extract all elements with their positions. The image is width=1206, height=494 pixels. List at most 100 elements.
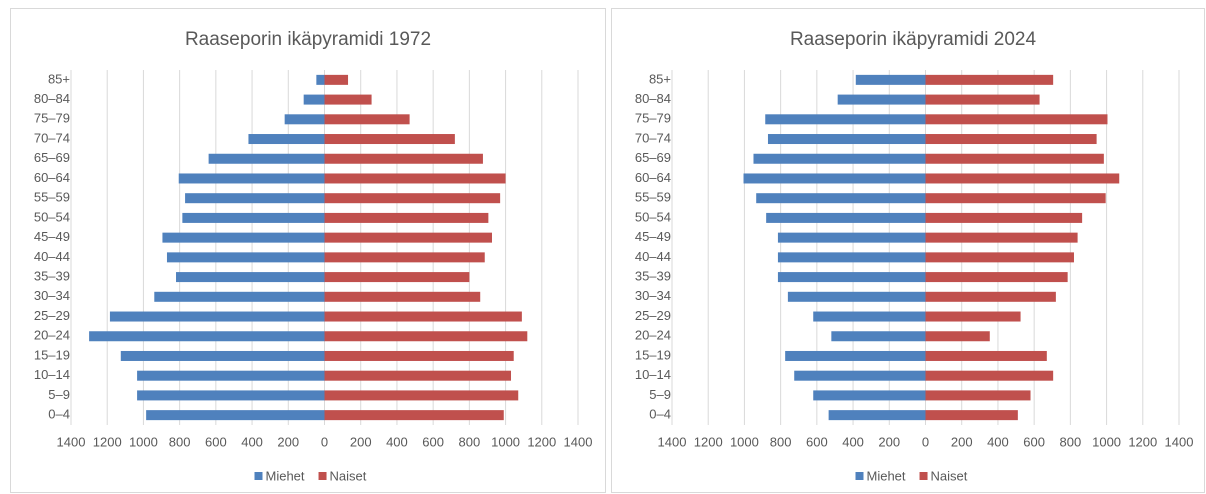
bar [324,252,485,263]
y-tick-label: 15–19 [635,347,671,362]
bar [767,134,926,145]
y-tick-label: 50–54 [34,209,70,224]
bar [176,272,325,283]
bar [925,193,1106,204]
bar [162,232,325,243]
bar [925,291,1056,302]
x-tick-label: 600 [205,434,227,449]
legend-label: Naiset [931,468,968,483]
x-tick-label: 1000 [730,434,759,449]
bar [324,193,501,204]
y-tick-label: 85+ [649,71,671,86]
x-tick-label: 1000 [1092,434,1121,449]
bar [324,291,481,302]
bar [324,232,492,243]
x-tick-label: 1400 [564,434,593,449]
bar [324,114,410,125]
bar [284,114,325,125]
y-tick-label: 40–44 [34,249,70,264]
bar [324,272,470,283]
bar [925,212,1083,223]
y-tick-label: 55–59 [34,190,70,205]
bar [324,350,514,361]
bar [925,74,1054,85]
x-tick-label: 800 [1060,434,1082,449]
bar [925,350,1047,361]
bar [787,291,926,302]
y-tick-label: 60–64 [34,170,70,185]
legend-swatch [919,472,928,480]
bar [154,291,325,302]
bar [828,410,926,421]
bar [89,331,325,342]
y-tick-label: 30–34 [34,288,70,303]
y-tick-label: 25–29 [635,308,671,323]
bar [137,370,325,381]
y-tick-label: 55–59 [635,190,671,205]
x-tick-label: 1000 [129,434,158,449]
chart: Raaseporin ikäpyramidi 2024 1400 1200 1000… [611,8,1205,493]
x-tick-label: 200 [951,434,973,449]
x-tick-label: 1200 [93,434,122,449]
bar [324,410,504,421]
x-tick-label: 600 [422,434,444,449]
y-tick-label: 60–64 [635,170,671,185]
y-tick-label: 70–74 [635,130,671,145]
bar [324,331,528,342]
chart-title: Raaseporin ikäpyramidi 2024 [790,29,1037,50]
bar [146,410,325,421]
y-tick-label: 20–24 [635,328,671,343]
bar [925,370,1054,381]
bar [925,232,1078,243]
bar [813,390,926,401]
bar [324,74,349,85]
bar [794,370,926,381]
bar [925,252,1074,263]
bar [316,74,325,85]
x-tick-label: 1200 [694,434,723,449]
x-tick-label: 1400 [658,434,687,449]
chart-title: Raaseporin ikäpyramidi 1972 [185,29,431,50]
y-tick-label: 0–4 [649,407,671,422]
bar [756,193,926,204]
bar [324,153,483,164]
y-tick-label: 15–19 [34,347,70,362]
bar [208,153,325,164]
bar [120,350,325,361]
bar [925,134,1097,145]
bar [324,212,489,223]
bar [777,232,926,243]
x-tick-label: 400 [241,434,263,449]
y-tick-label: 35–39 [635,269,671,284]
y-tick-label: 40–44 [635,249,671,264]
bar [855,74,926,85]
bar [925,410,1018,421]
y-tick-label: 0–4 [48,407,70,422]
bar [324,370,512,381]
x-tick-label: 400 [386,434,408,449]
bar [743,173,926,184]
y-tick-label: 10–14 [34,367,70,382]
y-tick-label: 50–54 [635,209,671,224]
x-tick-label: 200 [878,434,900,449]
bar [925,94,1040,105]
y-tick-label: 75–79 [635,111,671,126]
x-tick-label: 400 [987,434,1009,449]
bar [248,134,325,145]
bar [777,272,926,283]
bar [324,94,372,105]
bar [813,311,926,322]
bar [925,272,1068,283]
legend-label: Miehet [266,468,305,483]
bar [925,390,1031,401]
x-tick-label: 1400 [1165,434,1194,449]
y-tick-label: 65–69 [635,150,671,165]
legend-swatch [855,472,864,480]
y-tick-label: 45–49 [34,229,70,244]
y-tick-label: 30–34 [635,288,671,303]
x-tick-label: 800 [770,434,792,449]
bar [185,193,325,204]
y-tick-label: 25–29 [34,308,70,323]
x-tick-label: 0 [922,434,929,449]
bar [785,350,926,361]
